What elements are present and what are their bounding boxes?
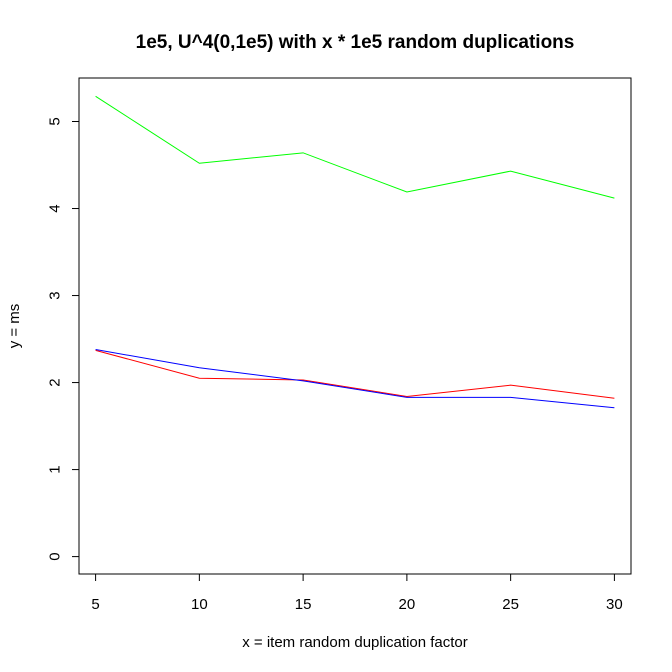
y-tick-label: 2	[47, 378, 64, 386]
x-tick-label: 30	[606, 596, 623, 613]
series-line-0	[95, 95, 615, 199]
x-tick-label: 25	[502, 596, 519, 613]
y-axis: 0 1 2 3 4 5	[47, 117, 80, 561]
x-tick-label: 15	[295, 596, 312, 613]
series-layer	[95, 95, 615, 409]
y-tick-label: 3	[47, 291, 64, 299]
x-tick-label: 5	[91, 596, 99, 613]
x-axis: 5 10 15 20 25 30	[91, 573, 623, 613]
chart-title: 1e5, U^4(0,1e5) with x * 1e5 random dupl…	[136, 32, 575, 53]
y-axis-label: y = ms	[6, 304, 23, 349]
x-tick-label: 20	[399, 596, 416, 613]
y-tick-label: 1	[47, 465, 64, 473]
y-tick-label: 5	[47, 117, 64, 125]
x-tick-label: 10	[191, 596, 208, 613]
series-line-1	[95, 349, 615, 399]
y-tick-label: 4	[47, 204, 64, 212]
plot-frame	[78, 77, 632, 575]
series-line-2	[95, 349, 615, 409]
x-axis-label: x = item random duplication factor	[242, 634, 468, 651]
y-tick-label: 0	[47, 552, 64, 560]
